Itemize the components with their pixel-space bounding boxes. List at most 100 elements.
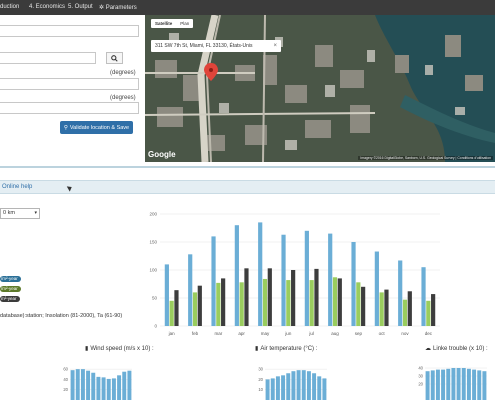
bar-8 <box>466 368 471 400</box>
bar-1 <box>75 369 80 400</box>
map-credit[interactable]: Imagery ©2016 DigitalGlobe, Sanborn, U.S… <box>358 156 493 160</box>
air-temperature-chart: 30 20 10 <box>258 367 327 400</box>
wind-speed-label: Wind speed (m/s x 10) : <box>90 345 154 352</box>
search-button[interactable] <box>106 52 123 64</box>
validate-label: Validate location & Save <box>69 124 130 131</box>
bar-nov-s1 <box>402 299 408 326</box>
location-marker <box>204 63 218 81</box>
x-tick-label: jan <box>168 331 176 336</box>
pill-label-2: /m²-year <box>1 286 18 291</box>
satellite-map[interactable]: Satellite Plan 311 SW 7th St, Miami, FL … <box>145 15 495 162</box>
bar-jul-s0 <box>304 230 309 326</box>
bar-jan-s2 <box>174 290 179 326</box>
bar-3 <box>441 369 446 400</box>
bar-apr-s0 <box>234 225 239 326</box>
y-tick-label: 50 <box>152 296 158 301</box>
y-tick-label: 30 <box>258 367 263 372</box>
bar-10 <box>317 376 322 400</box>
bar-aug-s0 <box>328 233 333 326</box>
bar-aug-s2 <box>337 278 342 326</box>
nav-tab-parameters-label: Parameters <box>105 5 137 11</box>
nav-tab-output[interactable]: 5. Output <box>68 4 93 10</box>
linke-turbidity-title: ☁ Linke trouble (x 10) : <box>425 345 488 353</box>
bar-apr-s2 <box>244 268 249 326</box>
bar-may-s1 <box>262 278 268 326</box>
x-tick-label: dec <box>425 331 433 336</box>
map-tab-plan[interactable]: Plan <box>180 21 190 26</box>
resolution-value: 0 km <box>3 210 15 216</box>
bar-0 <box>265 379 270 400</box>
bar-jan-s1 <box>169 300 174 326</box>
bar-11 <box>127 370 132 400</box>
bar-11 <box>322 378 327 400</box>
monthly-irradiation-chart: 200 150 100 50 0 jan feb mar apr may jun jul aug sep o… <box>149 212 440 336</box>
bar-sep-s0 <box>351 242 356 326</box>
bar-oct-s0 <box>374 251 379 326</box>
global-unit-pill: m²-year <box>0 296 20 302</box>
bar-nov-s2 <box>407 291 412 326</box>
bar-jul-s2 <box>314 268 319 326</box>
wind-speed-chart: 60 40 20 <box>63 367 132 400</box>
thermometer-icon: ▮ <box>255 346 259 352</box>
nav-tab-production[interactable]: duction <box>0 4 20 10</box>
nav-tab-parameters[interactable]: ✲ Parameters <box>99 4 137 11</box>
bar-7 <box>301 370 306 400</box>
y-tick-label: 100 <box>149 268 157 273</box>
location-panel: (degrees) (degrees) ⚲ Validate location &… <box>0 15 145 165</box>
bar-apr-s1 <box>239 282 244 326</box>
latitude-unit: (degrees) <box>110 70 136 76</box>
validate-location-button[interactable]: ⚲ Validate location & Save <box>60 121 133 134</box>
y-tick-label: 20 <box>258 377 263 382</box>
y-tick-label: 20 <box>418 382 423 387</box>
y-tick-label: 200 <box>149 212 157 217</box>
resolution-select[interactable]: 0 km ▾ <box>0 208 40 219</box>
y-tick-label: 150 <box>149 240 157 245</box>
x-tick-label: aug <box>331 331 339 336</box>
address-text: 311 SW 7th St, Miami, FL 33130, États-Un… <box>155 43 253 49</box>
section-divider <box>0 166 495 168</box>
latitude-input[interactable] <box>0 78 139 90</box>
x-tick-label: may <box>261 331 270 336</box>
bar-mar-s1 <box>216 282 221 326</box>
bar-may-s0 <box>258 222 263 326</box>
y-tick-label: 40 <box>63 377 68 382</box>
bar-0 <box>425 371 430 400</box>
bar-9 <box>472 369 477 400</box>
longitude-input[interactable] <box>0 102 139 114</box>
bar-feb-s1 <box>192 292 198 326</box>
diffuse-unit-pill: /m²-year <box>0 286 21 292</box>
bar-8 <box>111 378 116 400</box>
y-tick-label: 60 <box>63 367 68 372</box>
bar-1 <box>430 370 435 400</box>
bar-oct-s2 <box>384 289 389 326</box>
bar-jun-s2 <box>291 270 296 326</box>
insolation-unit-pill: /m²-year <box>0 276 21 282</box>
bar-jul-s1 <box>309 280 314 326</box>
address-search-input[interactable] <box>0 52 96 64</box>
bar-dec-s1 <box>426 300 431 326</box>
bar-2 <box>275 376 280 400</box>
bar-6 <box>101 377 106 400</box>
pill-label-3: m²-year <box>1 296 17 301</box>
close-icon[interactable]: × <box>273 43 277 49</box>
cloud-icon: ☁ <box>425 346 431 352</box>
map-tab-satellite[interactable]: Satellite <box>155 21 173 26</box>
air-temperature-label: Air temperature (°C) : <box>260 345 318 352</box>
gear-icon: ✲ <box>99 5 105 11</box>
bar-aug-s1 <box>332 277 338 326</box>
x-tick-label: jun <box>284 331 292 336</box>
x-tick-label: jul <box>308 331 314 336</box>
map-imagery <box>145 15 495 162</box>
x-tick-label: nov <box>401 331 409 336</box>
bar-7 <box>106 378 111 400</box>
bar-chart-icon: ▮ <box>85 346 89 352</box>
nav-tab-economics[interactable]: 4. Economics <box>29 4 66 10</box>
bar-oct-s1 <box>379 292 384 326</box>
help-bar: Online help <box>0 180 495 194</box>
data-source-note: database):station; Insolation (81-2000),… <box>0 313 123 319</box>
bar-4 <box>91 372 96 400</box>
bar-jan-s0 <box>164 264 169 326</box>
chevron-down-icon: ▾ <box>34 210 37 216</box>
address-field-top[interactable] <box>0 25 139 37</box>
online-help-link[interactable]: Online help <box>2 184 33 190</box>
